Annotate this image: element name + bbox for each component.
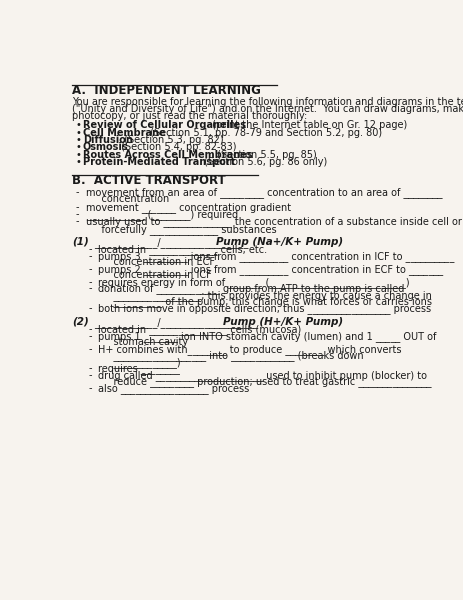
Text: located in ______________ cells, etc.: located in ______________ cells, etc. [98,244,267,255]
Text: (Section 5.5, pg. 85): (Section 5.5, pg. 85) [214,150,316,160]
Text: movement from an area of _________ concentration to an area of ________: movement from an area of _________ conce… [86,187,441,198]
Text: -: - [89,370,92,380]
Text: pumps 1 _______ ion INTO stomach cavity (lumen) and 1 _____ OUT of: pumps 1 _______ ion INTO stomach cavity … [98,331,436,341]
Text: -: - [89,344,92,354]
Text: B.  ACTIVE TRANSPORT: B. ACTIVE TRANSPORT [72,174,225,187]
Text: drug called ______________________ used to inhibit pump (blocker) to: drug called ______________________ used … [98,370,426,381]
Text: Osmosis: Osmosis [82,142,128,152]
Text: -: - [89,277,92,287]
Text: Pump (H+/K+ Pump): Pump (H+/K+ Pump) [223,317,343,327]
Text: concentration in ECF: concentration in ECF [101,257,215,267]
Text: -: - [89,364,92,373]
Text: -: - [89,331,92,341]
Text: Pump (Na+/K+ Pump): Pump (Na+/K+ Pump) [215,237,342,247]
Text: __________ of the pump; this change is what forces or carries ions: __________ of the pump; this change is w… [101,296,432,307]
Text: A.  INDEPENDENT LEARNING: A. INDEPENDENT LEARNING [72,83,260,97]
Text: both ions move in opposite direction, thus _________________ process: both ions move in opposite direction, th… [98,303,431,314]
Text: -: - [89,264,92,274]
Text: You are responsible for learning the following information and diagrams in the t: You are responsible for learning the fol… [72,97,463,107]
Text: Routes Across Cell Membranes: Routes Across Cell Membranes [82,150,252,160]
Text: located in ________________ cells (mucosa): located in ________________ cells (mucos… [98,324,301,335]
Text: Protein-Mediated Transport: Protein-Mediated Transport [82,157,235,167]
Text: ____________ (________) required: ____________ (________) required [86,209,238,220]
Text: -: - [89,244,92,254]
Text: -: - [75,187,78,197]
Text: Review of Cellular Organelles: Review of Cellular Organelles [82,121,245,130]
Text: forcefully ______________ substances: forcefully ______________ substances [89,224,276,235]
Text: •: • [75,150,81,160]
Text: -: - [89,383,92,393]
Text: ___________________ into _____________ (breaks down: ___________________ into _____________ (… [101,350,363,361]
Text: (Section 5.3, pg. 82): (Section 5.3, pg. 82) [121,135,224,145]
Text: (2): (2) [72,317,88,327]
Text: requires energy in form of _______ (____________________________): requires energy in form of _______ (____… [98,277,409,288]
Text: _____________/__________________: _____________/__________________ [94,237,250,248]
Text: •: • [75,135,81,145]
Text: _____________): _____________) [101,357,181,368]
Text: (Section 5.4, pp. 82-83): (Section 5.4, pp. 82-83) [118,142,236,152]
Text: -: - [89,283,92,293]
Text: also __________________ process: also __________________ process [98,383,249,394]
Text: __________________; this provides the energy to cause a change in: __________________; this provides the en… [101,290,432,301]
Text: -: - [75,202,78,212]
Text: Cell Membrane: Cell Membrane [82,128,165,138]
Text: (print the Internet table on Gr. 12 page): (print the Internet table on Gr. 12 page… [209,121,407,130]
Text: usually used to ______________ the concentration of a substance inside cell or t: usually used to ______________ the conce… [86,217,463,227]
Text: •: • [75,121,81,130]
Text: concentration in ICF: concentration in ICF [101,270,212,280]
Text: requires ________: requires ________ [98,364,180,374]
Text: •: • [75,128,81,138]
Text: (Section 5.1, pp. 78-79 and Section 5.2, pg. 80): (Section 5.1, pp. 78-79 and Section 5.2,… [146,128,381,138]
Text: donation of _____________ group from ATP to the pump is called: donation of _____________ group from ATP… [98,283,404,294]
Text: reduce _________ production; used to treat gastric _______________: reduce _________ production; used to tre… [101,377,431,388]
Text: photocopy, or just read the material thoroughly:: photocopy, or just read the material tho… [72,112,307,121]
Text: concentration: concentration [89,194,169,205]
Text: -: - [89,251,92,260]
Text: -: - [75,217,78,226]
Text: •: • [75,142,81,152]
Text: stomach cavity: stomach cavity [101,337,188,347]
Text: (1): (1) [72,237,88,247]
Text: movement _______ concentration gradient: movement _______ concentration gradient [86,202,290,212]
Text: -: - [75,209,78,219]
Text: pumps 3 _________ ions from __________ concentration in ICF to __________: pumps 3 _________ ions from __________ c… [98,251,454,262]
Text: _____________/____________________: _____________/____________________ [94,317,260,328]
Text: Diffusion: Diffusion [82,135,132,145]
Text: -: - [89,303,92,313]
Text: ("Unity and Diversity of Life") and on the Internet.  You can draw diagrams, mak: ("Unity and Diversity of Life") and on t… [72,104,463,114]
Text: •: • [75,157,81,167]
Text: (Section 5.6, pg. 86 only): (Section 5.6, pg. 86 only) [200,157,326,167]
Text: pumps 2 _________ ions from __________ concentration in ECF to _______: pumps 2 _________ ions from __________ c… [98,264,443,275]
Text: -: - [89,324,92,334]
Text: H+ combines with________ to produce ________ which converts: H+ combines with________ to produce ____… [98,344,401,355]
